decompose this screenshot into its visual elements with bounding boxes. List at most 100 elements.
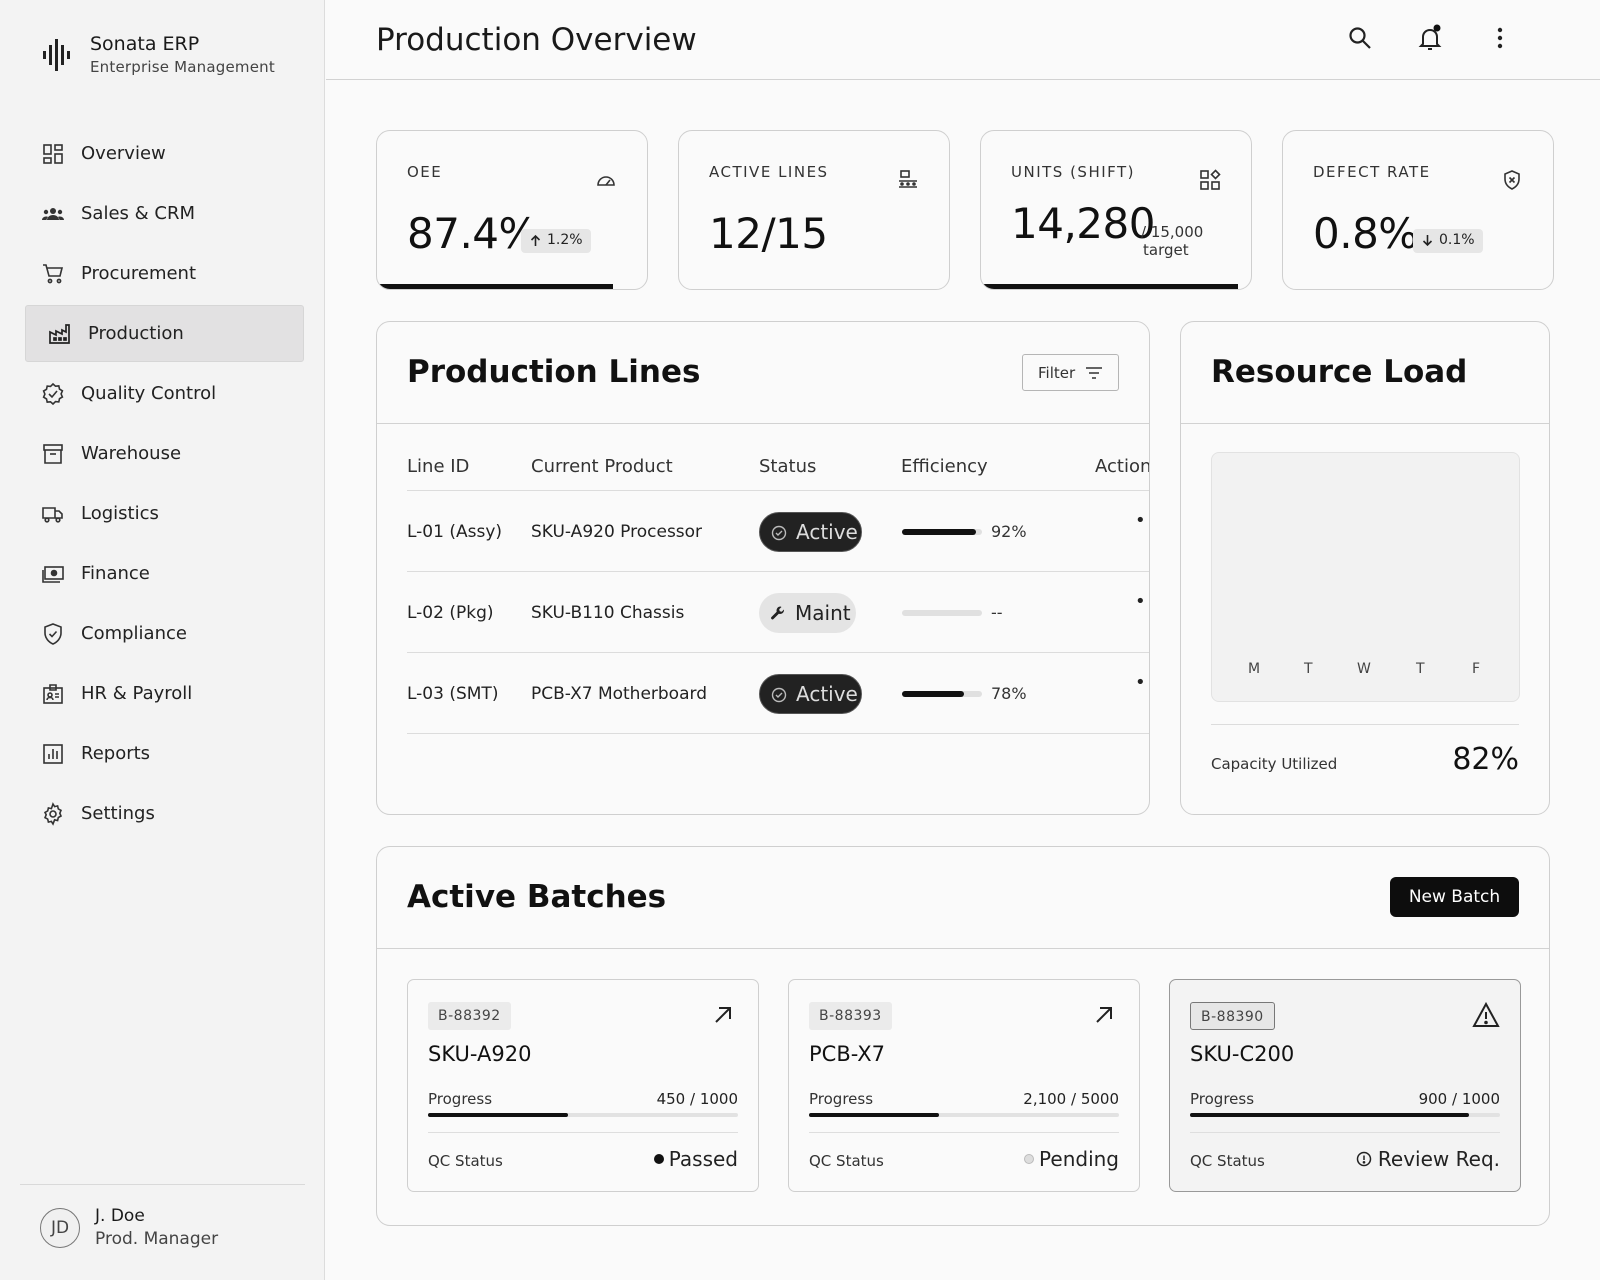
row-divider (407, 733, 1149, 734)
sidebar-item-settings[interactable]: Settings (25, 785, 304, 842)
efficiency-bar (902, 610, 982, 616)
status-label: Active (796, 520, 858, 544)
status-dot-icon (1024, 1154, 1035, 1164)
sidebar-item-hr-payroll[interactable]: HR & Payroll (25, 665, 304, 722)
sidebar-item-label: Reports (81, 743, 151, 764)
batch-id: B-88390 (1190, 1002, 1275, 1030)
verified-icon (42, 382, 64, 405)
day-label: F (1472, 661, 1481, 677)
sidebar-item-logistics[interactable]: Logistics (25, 485, 304, 542)
arrow-up-right-icon[interactable] (1093, 1004, 1115, 1026)
efficiency-fill (902, 691, 965, 697)
sidebar-item-label: Finance (81, 563, 150, 584)
qc-status: Review Req. (1356, 1147, 1500, 1171)
divider (428, 1132, 738, 1133)
progress-value: 450 / 1000 (656, 1090, 738, 1108)
sidebar-item-warehouse[interactable]: Warehouse (25, 425, 304, 482)
new-batch-button[interactable]: New Batch (1390, 877, 1519, 917)
sidebar-item-compliance[interactable]: Compliance (25, 605, 304, 662)
sidebar-item-quality-control[interactable]: Quality Control (25, 365, 304, 422)
progress-label: Progress (1190, 1090, 1255, 1108)
sidebar-item-procurement[interactable]: Procurement (25, 245, 304, 302)
status-label: Active (796, 682, 858, 706)
alert-circle-icon (1356, 1151, 1372, 1167)
brand-subtitle: Enterprise Management (90, 58, 275, 76)
sidebar-item-reports[interactable]: Reports (25, 725, 304, 782)
qc-status: Passed (653, 1147, 738, 1171)
sidebar: Sonata ERP Enterprise Management Overvie… (0, 0, 325, 1280)
column-header[interactable]: Status (759, 456, 817, 477)
shield-check-icon (44, 622, 62, 645)
search-button[interactable] (1342, 20, 1378, 56)
more-options-button[interactable] (1482, 20, 1518, 56)
column-header[interactable]: Actions (1095, 456, 1149, 477)
column-header[interactable]: Line ID (407, 456, 470, 477)
qc-status-label: Review Req. (1377, 1147, 1500, 1171)
sidebar-item-label: Logistics (81, 503, 159, 524)
batch-card[interactable]: B-88393 PCB-X7 Progress 2,100 / 5000 QC … (788, 979, 1140, 1192)
sidebar-nav: Overview Sales & CRM Procurement Product… (25, 125, 304, 845)
efficiency-value: -- (991, 603, 1003, 622)
row-actions-button[interactable]: ••• (1135, 591, 1149, 612)
progress-label: Progress (428, 1090, 493, 1108)
shield-x-icon (1504, 170, 1520, 190)
logo-icon (43, 39, 70, 71)
day-label: W (1357, 661, 1371, 677)
cart-icon (43, 263, 64, 283)
row-actions-button[interactable]: ••• (1135, 672, 1149, 693)
batch-name: PCB-X7 (809, 1042, 886, 1066)
sidebar-item-overview[interactable]: Overview (25, 125, 304, 182)
status-dot-icon (653, 1154, 664, 1164)
kpi-progress-bar (981, 284, 1239, 289)
resource-load-panel: Resource Load M T W T F Capacity Utilize… (1180, 321, 1550, 815)
sidebar-item-label: Production (88, 323, 184, 344)
notifications-button[interactable] (1412, 20, 1448, 56)
cash-icon (42, 565, 64, 583)
batch-card[interactable]: B-88392 SKU-A920 Progress 450 / 1000 QC … (407, 979, 759, 1192)
check-circle-icon (771, 687, 787, 703)
factory-icon (49, 323, 70, 344)
progress-bar (1190, 1113, 1500, 1117)
row-divider (407, 652, 1149, 653)
brand[interactable]: Sonata ERP Enterprise Management (42, 32, 275, 78)
status-badge: Active (759, 512, 862, 552)
row-actions-button[interactable]: ••• (1135, 510, 1149, 531)
user-profile[interactable]: JD J. Doe Prod. Manager (20, 1184, 305, 1251)
speed-icon (597, 176, 615, 186)
kpi-label: OEE (407, 163, 443, 181)
kpi-value: 87.4% (407, 209, 538, 258)
kpi-card-oee: OEE 87.4% 1.2% (376, 130, 648, 290)
panel-title: Active Batches (407, 879, 667, 915)
truck-icon (42, 506, 63, 523)
kpi-label: DEFECT RATE (1313, 163, 1431, 181)
qc-label: QC Status (428, 1152, 503, 1170)
kpi-value: 12/15 (709, 209, 828, 258)
filter-button[interactable]: Filter (1022, 354, 1119, 391)
sidebar-item-production[interactable]: Production (25, 305, 304, 362)
arrow-up-right-icon[interactable] (712, 1004, 734, 1026)
production-lines-panel: Production Lines Filter Line ID Current … (376, 321, 1150, 815)
arrow-up-icon (530, 234, 541, 246)
column-header[interactable]: Efficiency (901, 456, 988, 477)
kpi-change-badge: 0.1% (1413, 229, 1483, 253)
sidebar-item-sales-crm[interactable]: Sales & CRM (25, 185, 304, 242)
user-role: Prod. Manager (95, 1229, 219, 1249)
sidebar-item-finance[interactable]: Finance (25, 545, 304, 602)
divider (377, 423, 1149, 424)
line-id: L-01 (Assy) (407, 522, 503, 542)
batch-card[interactable]: B-88390 SKU-C200 Progress 900 / 1000 QC … (1169, 979, 1521, 1192)
status-badge: Maint (759, 593, 856, 633)
progress-value: 2,100 / 5000 (1023, 1090, 1119, 1108)
column-header[interactable]: Current Product (531, 456, 673, 477)
resource-load-chart: M T W T F (1211, 452, 1520, 702)
arrow-down-icon (1422, 235, 1433, 247)
sidebar-item-label: Sales & CRM (81, 203, 195, 224)
bar-chart-icon (43, 743, 63, 764)
divider (1190, 1132, 1500, 1133)
efficiency-value: 78% (991, 684, 1027, 703)
kpi-card-units-shift: UNITS (SHIFT) 14,280 / 15,000 target (980, 130, 1252, 290)
kpi-target-value: / 15,000 (1141, 223, 1204, 241)
top-bar: Production Overview (326, 0, 1600, 80)
kpi-value: 0.8% (1313, 209, 1418, 258)
efficiency-bar (902, 691, 982, 697)
